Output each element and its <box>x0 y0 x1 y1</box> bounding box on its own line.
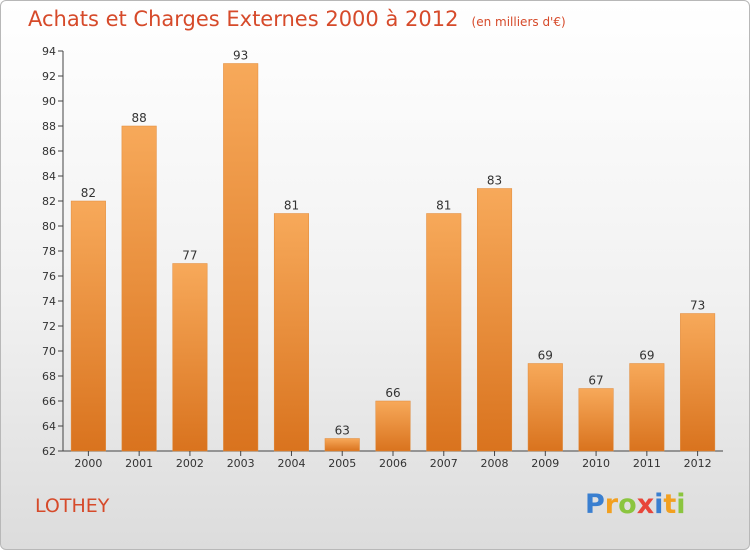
x-tick-label: 2006 <box>379 457 407 470</box>
y-tick-label: 64 <box>42 420 56 433</box>
logo-letter: i <box>676 489 686 520</box>
bar <box>578 388 614 452</box>
x-tick-label: 2001 <box>125 457 153 470</box>
x-tick-label: 2007 <box>430 457 458 470</box>
y-tick-label: 80 <box>42 220 56 233</box>
bar-value-label: 63 <box>335 424 350 438</box>
y-tick-label: 86 <box>42 145 56 158</box>
bar <box>121 125 157 452</box>
chart-title: Achats et Charges Externes 2000 à 2012 <box>28 7 459 31</box>
bar-value-label: 77 <box>182 249 197 263</box>
chart-title-block: Achats et Charges Externes 2000 à 2012 (… <box>28 7 566 31</box>
bar-value-label: 81 <box>436 199 451 213</box>
logo-letter: r <box>604 489 619 520</box>
y-tick-label: 82 <box>42 195 56 208</box>
bar <box>629 363 665 452</box>
commune-name: LOTHEY <box>35 495 110 517</box>
y-tick-label: 66 <box>42 395 56 408</box>
bar-value-label: 66 <box>385 386 400 400</box>
bar-value-label: 69 <box>538 349 553 363</box>
logo-letter: i <box>654 489 664 520</box>
logo-letter: t <box>663 489 677 520</box>
y-tick-label: 78 <box>42 245 56 258</box>
y-tick-label: 92 <box>42 70 56 83</box>
x-tick-label: 2005 <box>328 457 356 470</box>
x-tick-label: 2012 <box>684 457 712 470</box>
bar <box>172 263 208 452</box>
bar-value-label: 67 <box>588 374 603 388</box>
y-tick-label: 84 <box>42 170 56 183</box>
y-tick-label: 62 <box>42 445 56 458</box>
bar <box>324 438 360 452</box>
bar-value-label: 82 <box>81 186 96 200</box>
y-tick-label: 72 <box>42 320 56 333</box>
x-tick-label: 2004 <box>277 457 305 470</box>
bar-value-label: 83 <box>487 174 502 188</box>
x-tick-label: 2002 <box>176 457 204 470</box>
y-tick-label: 74 <box>42 295 56 308</box>
x-tick-label: 2009 <box>531 457 559 470</box>
y-tick-label: 94 <box>42 45 56 58</box>
bar <box>426 213 462 452</box>
logo-letter: o <box>618 489 637 520</box>
y-tick-label: 70 <box>42 345 56 358</box>
bar-value-label: 88 <box>132 111 147 125</box>
bar <box>70 200 106 452</box>
y-tick-label: 76 <box>42 270 56 283</box>
bar <box>273 213 309 452</box>
y-tick-label: 68 <box>42 370 56 383</box>
proxiti-logo: Proxiti <box>585 489 686 520</box>
y-tick-label: 88 <box>42 120 56 133</box>
x-tick-label: 2000 <box>74 457 102 470</box>
bar-value-label: 81 <box>284 199 299 213</box>
x-tick-label: 2010 <box>582 457 610 470</box>
bar <box>527 363 563 452</box>
bar-value-label: 93 <box>233 49 248 63</box>
x-tick-label: 2011 <box>633 457 661 470</box>
y-tick-label: 90 <box>42 95 56 108</box>
bar <box>223 63 259 452</box>
x-tick-label: 2008 <box>481 457 509 470</box>
logo-letter: P <box>585 489 605 520</box>
chart-unit: (en milliers d'€) <box>471 15 566 29</box>
bar <box>375 400 411 452</box>
logo-letter: x <box>636 489 655 520</box>
bar <box>680 313 716 452</box>
bar-value-label: 73 <box>690 299 705 313</box>
bar <box>477 188 513 452</box>
x-tick-label: 2003 <box>227 457 255 470</box>
bar-value-label: 69 <box>639 349 654 363</box>
